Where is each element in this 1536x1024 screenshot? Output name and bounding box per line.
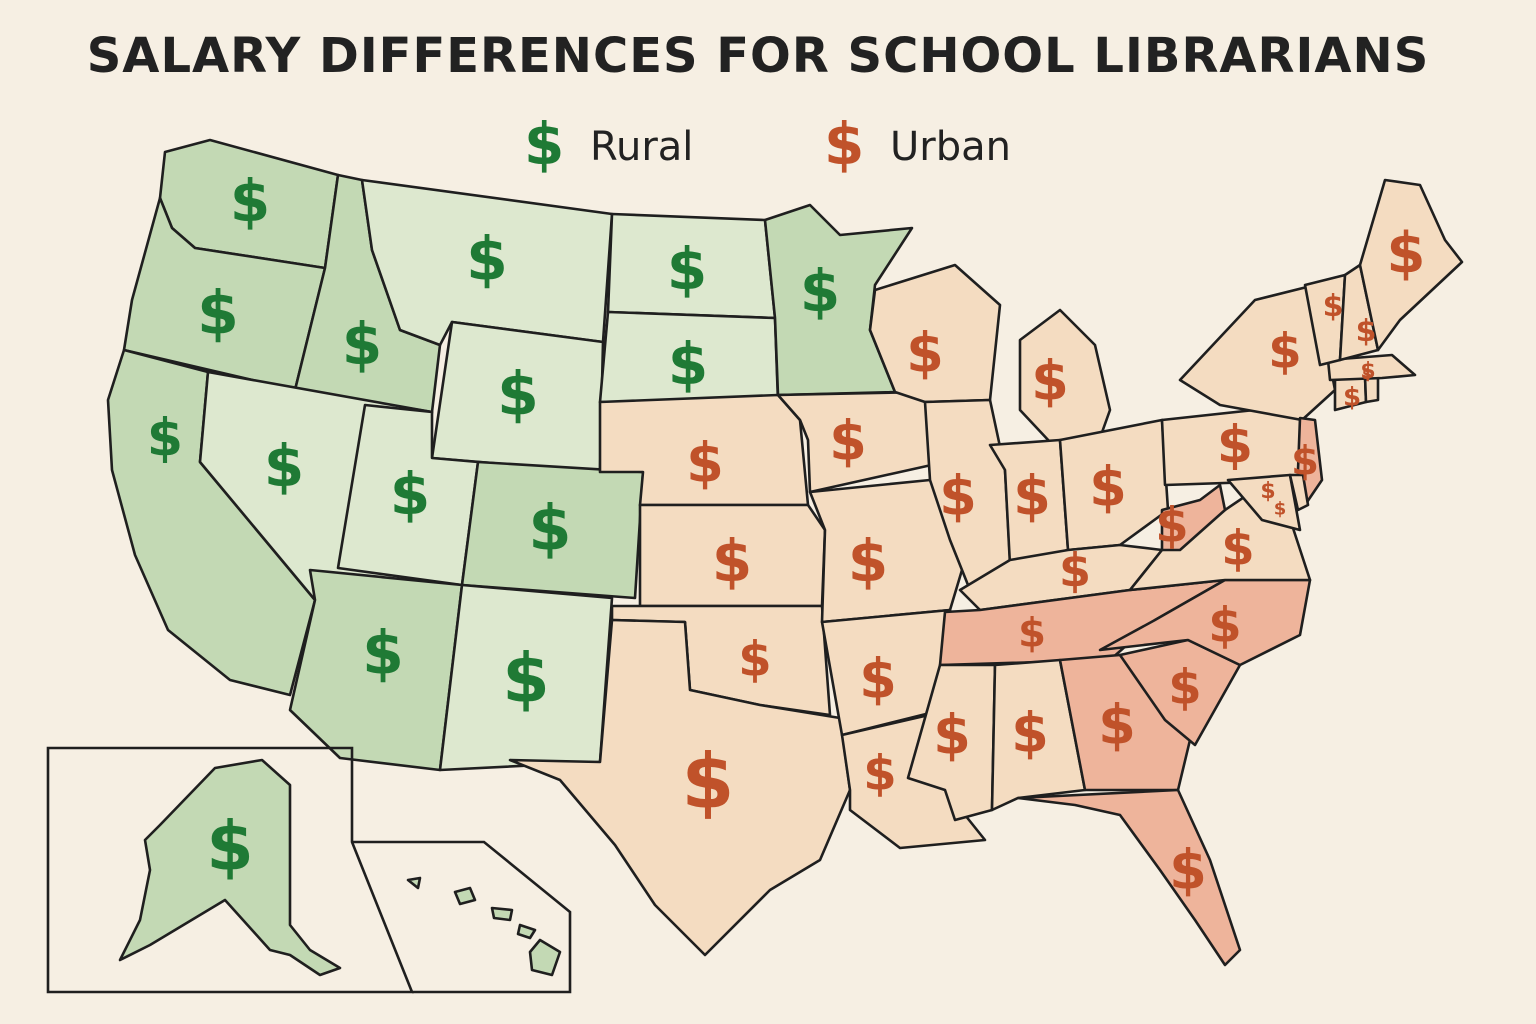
dollar-icon-ar: $ xyxy=(859,647,897,710)
dollar-icon-tn: $ xyxy=(1018,610,1046,656)
state-ga xyxy=(1058,653,1192,792)
map-title: SALARY DIFFERENCES FOR SCHOOL LIBRARIANS xyxy=(86,28,1430,84)
dollar-icon-nj: $ xyxy=(1291,438,1319,484)
dollar-icon-mn: $ xyxy=(800,257,840,325)
legend-label-urban: Urban xyxy=(890,124,1011,170)
dollar-icon-pa: $ xyxy=(1217,416,1253,476)
symbol-layer: $$$$$$$$ $$ $$$$$$$$$$$$$$$$$ $$$$ $ $$$$$$$$… xyxy=(147,167,1426,902)
dollar-icon-ct: $ xyxy=(1343,382,1361,412)
dollar-icon-la: $ xyxy=(863,745,896,801)
dollar-icon-me: $ xyxy=(1387,221,1426,286)
dollar-icon-tx: $ xyxy=(682,736,735,825)
state-tx xyxy=(508,618,852,957)
dollar-icon-ak: $ xyxy=(206,807,253,886)
dollar-icon-ms: $ xyxy=(933,703,971,766)
dollar-icon-wv: $ xyxy=(1155,497,1188,553)
dollar-icon-ky: $ xyxy=(1059,544,1091,598)
rural-dollar-icon: $ xyxy=(524,110,565,178)
dollar-icon-co: $ xyxy=(528,491,571,564)
legend-label-rural: Rural xyxy=(590,124,694,170)
dollar-icon-ks: $ xyxy=(712,527,752,595)
dollar-icon-id: $ xyxy=(342,310,382,378)
hawaii-inset-frame xyxy=(352,840,572,994)
state-wv xyxy=(1160,483,1227,552)
dollar-icon-ut: $ xyxy=(390,460,430,528)
dollar-icon-mt: $ xyxy=(466,225,508,295)
dollar-icon-in: $ xyxy=(1013,464,1051,527)
dollar-icon-wy: $ xyxy=(497,360,539,430)
dollar-icon-sd: $ xyxy=(668,330,708,398)
state-hi xyxy=(406,876,562,977)
legend-item-rural: $ Rural xyxy=(520,110,694,190)
dollar-icon-nv: $ xyxy=(264,432,304,500)
dollar-icon-oh: $ xyxy=(1089,455,1127,518)
state-layer xyxy=(106,138,1464,977)
dollar-icon-va: $ xyxy=(1221,520,1254,576)
dollar-icon-ma: $ xyxy=(1360,359,1375,384)
legend-item-urban: $ Urban xyxy=(820,110,1020,190)
dollar-icon-nd: $ xyxy=(667,235,707,303)
state-al xyxy=(990,658,1087,812)
dollar-icon-az: $ xyxy=(362,619,404,689)
inset-frames xyxy=(46,746,572,994)
dollar-icon-ca: $ xyxy=(147,409,183,469)
state-fl xyxy=(1016,788,1242,967)
state-me xyxy=(1358,178,1464,352)
legend: $ Rural $ Urban xyxy=(520,110,1040,190)
dollar-icon-wa: $ xyxy=(230,167,270,235)
dollar-icon-il: $ xyxy=(939,464,977,527)
dollar-icon-md: $ xyxy=(1260,479,1275,504)
dollar-icon-mo: $ xyxy=(848,527,888,595)
dollar-icon-ia: $ xyxy=(829,409,867,472)
dollar-icon-ok: $ xyxy=(738,631,771,687)
urban-dollar-icon: $ xyxy=(824,110,865,178)
state-md xyxy=(1226,473,1302,532)
state-ak xyxy=(118,758,342,977)
dollar-icon-nc: $ xyxy=(1208,597,1241,653)
dollar-icon-fl: $ xyxy=(1169,838,1207,901)
dollar-icon-nm: $ xyxy=(502,639,549,718)
dollar-icon-vt: $ xyxy=(1323,289,1344,324)
state-mi xyxy=(1018,308,1112,444)
dollar-icon-sc: $ xyxy=(1168,659,1201,715)
state-oh xyxy=(1058,418,1170,552)
dollar-icon-ri: $ xyxy=(1362,367,1372,383)
dollar-icon-nh: $ xyxy=(1356,314,1377,349)
dollar-icon-ne: $ xyxy=(686,431,724,494)
state-ma xyxy=(1326,353,1417,382)
state-co xyxy=(460,460,645,600)
dollar-icon-wi: $ xyxy=(906,321,944,384)
state-de xyxy=(1288,473,1310,512)
dollar-icon-ny: $ xyxy=(1268,323,1301,379)
dollar-icon-al: $ xyxy=(1011,701,1049,764)
dollar-icon-mi: $ xyxy=(1031,349,1069,412)
alaska-inset-frame xyxy=(46,746,414,994)
dollar-icon-or: $ xyxy=(197,279,239,349)
dollar-icon-de: $ xyxy=(1274,498,1287,519)
state-nc xyxy=(1098,578,1312,667)
dollar-icon-ga: $ xyxy=(1098,693,1136,756)
